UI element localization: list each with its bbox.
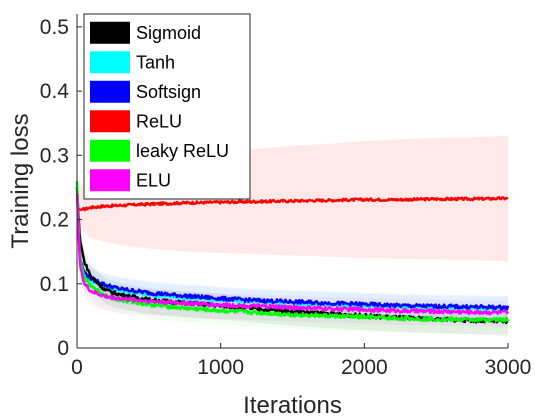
legend-box <box>83 13 251 200</box>
legend-swatch <box>90 169 130 192</box>
y-tick-label: 0.3 <box>40 144 69 167</box>
legend-swatch <box>90 51 130 74</box>
legend-swatch <box>90 139 130 162</box>
legend-swatch <box>90 80 130 103</box>
x-tick-label: 0 <box>71 356 83 379</box>
spread-tanh <box>77 182 508 323</box>
y-tick-label: 0.1 <box>40 273 69 296</box>
y-tick-label: 0.5 <box>40 16 69 39</box>
y-tick-label: 0.4 <box>40 80 70 103</box>
series-line-elu <box>75 193 510 316</box>
axes <box>76 14 508 349</box>
y-axis-ticks: 0 0.1 0.2 0.3 0.4 0.5 <box>40 16 82 360</box>
legend-swatch <box>90 21 130 44</box>
y-axis-label: Training loss <box>7 113 34 248</box>
legend-label: Tanh <box>136 52 175 72</box>
series-line-relu <box>76 196 509 212</box>
y-tick-label: 0.2 <box>40 209 69 232</box>
x-axis-ticks: 0 1000 2000 3000 <box>71 343 531 379</box>
legend-label: Softsign <box>136 82 201 102</box>
x-tick-label: 1000 <box>197 356 244 379</box>
x-tick-label: 3000 <box>485 356 532 379</box>
series-line-softsign <box>75 187 510 311</box>
spread-softsign <box>77 175 508 322</box>
y-tick-label: 0 <box>57 337 69 360</box>
legend: Sigmoid Tanh Softsign ReLU leaky ReLU ELU <box>83 13 251 200</box>
legend-swatch <box>90 110 130 133</box>
x-tick-label: 2000 <box>341 356 388 379</box>
legend-label: leaky ReLU <box>136 141 229 161</box>
legend-label: Sigmoid <box>136 23 201 43</box>
legend-label: ELU <box>136 170 171 190</box>
legend-label: ReLU <box>136 111 182 131</box>
series-lines <box>75 180 510 325</box>
x-axis-label: Iterations <box>243 392 342 419</box>
